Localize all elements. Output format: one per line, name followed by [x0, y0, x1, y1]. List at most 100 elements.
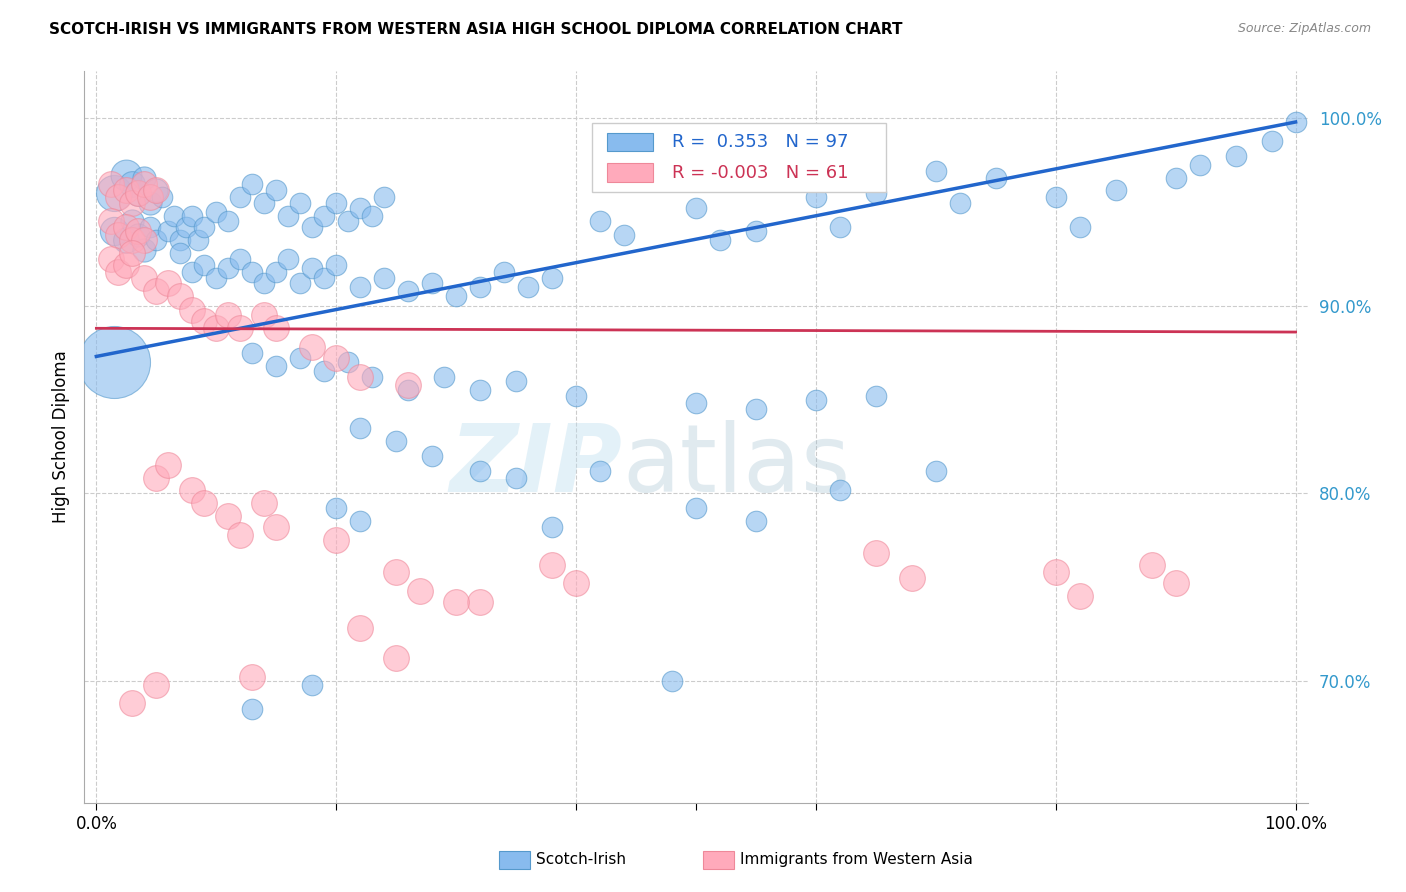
Point	[115, 168, 138, 182]
Point	[181, 265, 204, 279]
Point	[661, 673, 683, 688]
Point	[314, 270, 336, 285]
Point	[103, 355, 125, 369]
Point	[349, 621, 371, 635]
Point	[517, 280, 540, 294]
Point	[505, 374, 527, 388]
Point	[277, 209, 299, 223]
Point	[301, 220, 323, 235]
Point	[193, 258, 215, 272]
Point	[139, 220, 162, 235]
Point	[169, 233, 191, 247]
Point	[361, 209, 384, 223]
Point	[925, 464, 948, 478]
Point	[121, 233, 143, 247]
Point	[100, 214, 122, 228]
Point	[134, 243, 156, 257]
Point	[121, 697, 143, 711]
Point	[901, 571, 924, 585]
Point	[193, 496, 215, 510]
Point	[396, 377, 419, 392]
Point	[121, 246, 143, 260]
Point	[264, 182, 287, 196]
Point	[1105, 182, 1128, 196]
Point	[145, 678, 167, 692]
Point	[349, 370, 371, 384]
Point	[865, 389, 887, 403]
Point	[325, 501, 347, 516]
Point	[589, 214, 612, 228]
Point	[145, 182, 167, 196]
Point	[157, 277, 180, 291]
Point	[229, 190, 252, 204]
Point	[314, 209, 336, 223]
Point	[468, 464, 491, 478]
Point	[264, 321, 287, 335]
Point	[396, 383, 419, 397]
Point	[217, 214, 239, 228]
Point	[745, 515, 768, 529]
Point	[685, 501, 707, 516]
Point	[134, 177, 156, 191]
Point	[949, 195, 972, 210]
FancyBboxPatch shape	[606, 163, 654, 182]
Point	[290, 351, 312, 366]
Point	[103, 186, 125, 201]
Point	[1284, 115, 1306, 129]
Point	[169, 289, 191, 303]
Point	[139, 190, 162, 204]
Text: R = -0.003   N = 61: R = -0.003 N = 61	[672, 163, 848, 182]
Point	[229, 527, 252, 541]
Point	[253, 496, 276, 510]
Point	[253, 308, 276, 322]
Point	[828, 220, 851, 235]
Point	[409, 583, 432, 598]
Point	[468, 595, 491, 609]
Point	[253, 195, 276, 210]
Point	[349, 420, 371, 434]
Point	[385, 565, 408, 579]
Point	[240, 702, 263, 716]
Point	[100, 252, 122, 266]
Point	[301, 261, 323, 276]
Point	[745, 401, 768, 416]
Point	[745, 224, 768, 238]
Point	[169, 246, 191, 260]
Point	[240, 345, 263, 359]
Point	[541, 270, 564, 285]
Text: Scotch-Irish: Scotch-Irish	[536, 853, 626, 867]
Point	[565, 389, 588, 403]
Point	[541, 520, 564, 534]
Point	[187, 233, 209, 247]
Point	[107, 227, 129, 242]
Point	[134, 233, 156, 247]
Point	[264, 359, 287, 373]
Point	[565, 576, 588, 591]
Point	[127, 224, 149, 238]
Point	[103, 224, 125, 238]
Point	[217, 308, 239, 322]
Point	[134, 270, 156, 285]
Point	[804, 190, 827, 204]
Point	[229, 252, 252, 266]
Point	[468, 280, 491, 294]
Point	[1164, 576, 1187, 591]
Point	[1045, 190, 1067, 204]
Point	[685, 396, 707, 410]
Point	[1188, 158, 1211, 172]
Point	[396, 284, 419, 298]
Point	[1164, 171, 1187, 186]
Point	[240, 670, 263, 684]
Point	[121, 177, 143, 191]
Point	[253, 277, 276, 291]
Point	[444, 595, 467, 609]
Point	[193, 314, 215, 328]
Point	[325, 533, 347, 548]
Point	[1069, 590, 1091, 604]
Point	[1225, 149, 1247, 163]
Point	[150, 190, 173, 204]
Point	[121, 195, 143, 210]
Point	[115, 233, 138, 247]
Point	[301, 678, 323, 692]
Point	[325, 258, 347, 272]
